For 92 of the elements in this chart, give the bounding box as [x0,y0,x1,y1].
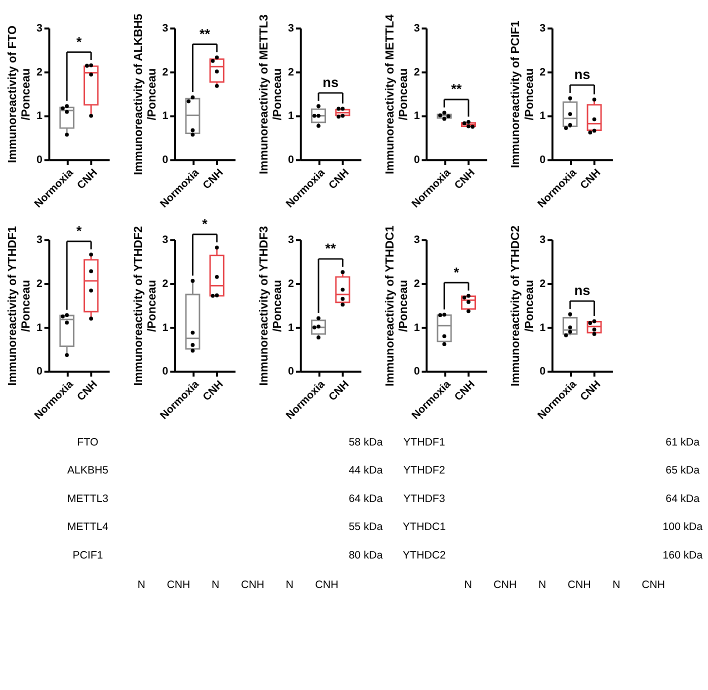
y-tick-label: 2 [288,66,294,78]
y-tick-label: 2 [414,278,420,290]
y-axis-title: Immunoreactivity of YTHDF1 /Ponceau [6,226,33,386]
y-tick-label: 1 [414,322,420,334]
y-tick-label: 0 [414,154,420,166]
annotation: * [76,34,82,50]
y-axis-title: Immunoreactivity of METTL4 /Ponceau [383,14,410,174]
y-axis-title: Immunoreactivity of YTHDC2 /Ponceau [509,225,536,386]
text: 160 kDa [662,550,703,562]
text: YTHDF3 [403,492,446,505]
y-tick-label: 2 [162,66,168,78]
y-tick-label: 0 [162,154,168,166]
y-tick-label: 1 [414,110,420,122]
y-tick-label: 3 [414,22,420,34]
text: 61 kDa [666,436,700,448]
y-tick-label: 2 [414,66,420,78]
y-axis-title: Immunoreactivity of YTHDF2 /Ponceau [132,226,158,386]
annotation: ns [574,283,591,298]
text: * [202,216,208,232]
y-tick-label: 1 [288,322,294,334]
text: YTHDF1 [403,436,446,448]
y-tick-label: 3 [414,234,420,246]
text: YTHDF2 [403,464,446,477]
y-tick-label: 2 [36,278,42,290]
text: 44 kDa [348,464,383,477]
annotation: ** [199,26,211,42]
text: 64 kDa [348,492,383,505]
text: 80 kDa [348,550,383,562]
y-tick-label: 1 [162,322,168,334]
y-tick-label: 2 [36,66,42,78]
y-tick-label: 2 [288,278,294,290]
y-tick-label: 2 [162,278,168,290]
y-axis-title: Immunoreactivity of YTHDF3 /Ponceau [258,226,284,386]
y-tick-label: 2 [540,66,546,78]
y-tick-label: 3 [288,22,294,34]
y-tick-label: 3 [36,234,42,246]
annotation: ** [451,82,462,97]
y-tick-label: 3 [288,234,294,246]
annotation: ns [574,67,591,82]
y-tick-label: 3 [540,234,546,246]
y-tick-label: 1 [162,110,168,122]
y-tick-label: 0 [36,366,42,378]
annotation: ** [325,241,337,256]
y-tick-label: 0 [162,366,168,378]
text: CNH [494,578,517,591]
text: N [612,578,620,591]
y-tick-label: 1 [36,322,42,334]
y-tick-label: 3 [540,22,546,34]
y-axis-title: Immunoreactivity of ALKBH5 /Ponceau [132,13,158,175]
text: PCIF1 [72,550,103,562]
text: YTHDC1 [402,521,446,534]
text: YTHDC2 [402,550,446,562]
text: CNH [166,578,190,591]
y-axis-title: Immunoreactivity of FTO /Ponceau [6,26,33,164]
y-tick-label: 1 [540,322,546,334]
y-tick-label: 1 [36,110,42,122]
text: METTL3 [67,492,108,505]
y-tick-label: 0 [288,154,294,166]
text: METTL4 [67,521,108,534]
y-axis-title: Immunoreactivity of YTHDC1 /Ponceau [383,225,410,386]
y-tick-label: 1 [540,110,546,122]
text: N [212,578,220,591]
y-axis-title: Immunoreactivity of PCIF1 /Ponceau [509,20,536,168]
text: 64 kDa [666,492,700,505]
annotation: ns [322,75,339,90]
text: CNH [568,578,591,591]
y-tick-label: 2 [540,278,546,290]
y-tick-label: 0 [288,366,294,378]
text: CNH [642,578,666,591]
text: 65 kDa [666,464,700,477]
text: FTO [77,436,98,448]
text: 55 kDa [348,521,383,534]
text: 100 kDa [662,521,703,534]
y-tick-label: 0 [36,154,42,166]
annotation: * [454,264,460,280]
text: 58 kDa [348,436,383,448]
text: N [138,578,146,591]
text: CNH [240,578,264,591]
text: N [464,578,472,591]
y-tick-label: 0 [540,366,546,378]
y-tick-label: 0 [414,366,420,378]
y-tick-label: 3 [36,22,42,34]
text: ALKBH5 [67,464,108,477]
text: N [538,578,546,591]
text: CNH [315,578,338,591]
y-axis-title: Immunoreactivity of METTL3 /Ponceau [258,14,284,174]
y-tick-label: 3 [162,22,168,34]
text: N [286,578,294,591]
text: * [76,224,82,239]
y-tick-label: 0 [540,154,546,166]
y-tick-label: 3 [162,234,168,246]
y-tick-label: 1 [288,110,294,122]
